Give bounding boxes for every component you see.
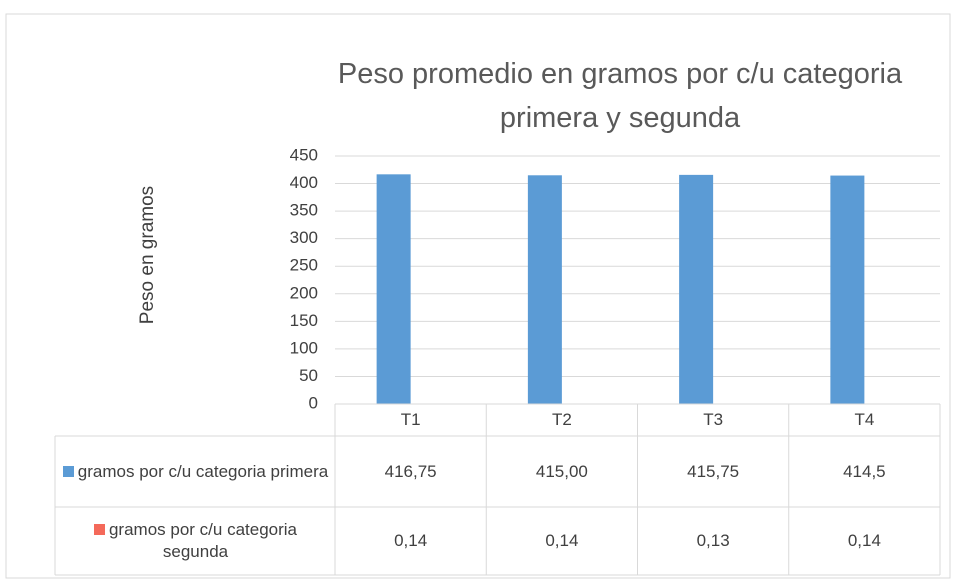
legend-cell: gramos por c/u categoria primera <box>58 436 333 507</box>
table-header: T1 <box>400 410 421 429</box>
table-value: 414,5 <box>843 461 886 481</box>
table-value: 416,75 <box>384 461 437 481</box>
table-header: T3 <box>703 410 724 429</box>
y-tick-label: 0 <box>309 393 318 412</box>
chart-border <box>5 13 951 579</box>
bar <box>527 175 562 404</box>
y-tick-label: 150 <box>290 311 318 330</box>
y-tick-label: 300 <box>290 228 318 247</box>
table-value: 415,75 <box>687 461 740 481</box>
bar <box>830 175 865 404</box>
legend-key <box>62 465 74 477</box>
y-tick-label: 100 <box>290 338 318 357</box>
table-value: 0,13 <box>696 531 730 550</box>
table-header: T4 <box>854 410 875 429</box>
y-tick-label: 450 <box>290 145 318 164</box>
y-tick-label: 50 <box>299 366 318 385</box>
y-axis-label: Peso en gramos <box>137 186 158 324</box>
table-value: 0,14 <box>545 531 579 550</box>
table-value: 0,14 <box>847 531 881 550</box>
bar <box>376 174 411 404</box>
y-tick-label: 200 <box>290 283 318 302</box>
legend-label: gramos por c/u categoria primera <box>77 461 329 481</box>
table-value: 415,00 <box>535 461 588 481</box>
chart-title: Peso promedio en gramos por c/u categori… <box>337 58 903 134</box>
legend-key <box>93 524 105 535</box>
y-tick-label: 350 <box>290 201 318 220</box>
bar <box>679 174 714 404</box>
legend-cell: gramos por c/u categoria segunda <box>58 507 333 575</box>
y-tick-label: 250 <box>290 256 318 275</box>
table-value: 0,14 <box>394 531 428 550</box>
table-header: T2 <box>551 410 572 429</box>
legend-label: gramos por c/u categoria segunda <box>108 520 298 561</box>
y-tick-label: 400 <box>290 173 318 192</box>
